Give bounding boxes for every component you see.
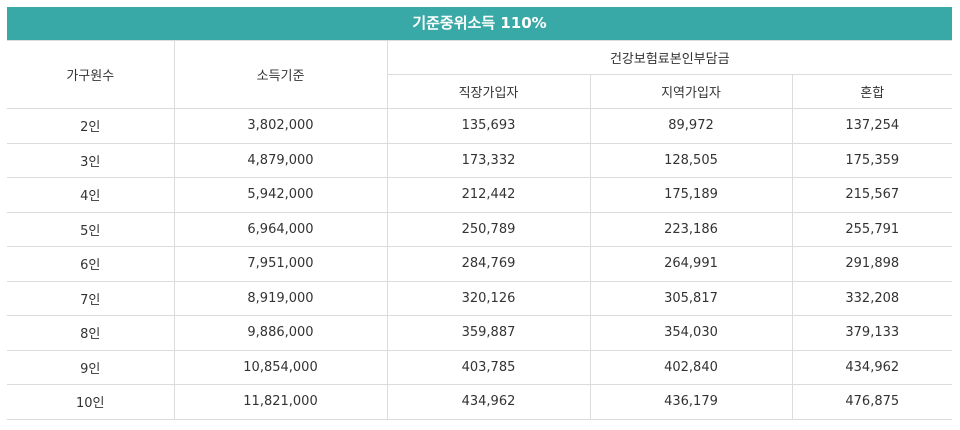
cell-household: 2인 xyxy=(7,108,175,144)
table-row: 9인 10,854,000 403,785 402,840 434,962 xyxy=(7,349,953,385)
cell-household: 9인 xyxy=(7,349,175,385)
cell-household: 3인 xyxy=(7,142,175,178)
income-table-container: 기준중위소득 110% 가구원수 소득기준 건강보험료본인부담금 직장가입자 지… xyxy=(7,7,953,420)
cell-workplace: 359,887 xyxy=(386,315,591,351)
cell-household: 5인 xyxy=(7,211,175,247)
header-premium-group: 건강보험료본인부담금 xyxy=(386,40,953,75)
table-row: 10인 11,821,000 434,962 436,179 476,875 xyxy=(7,384,953,420)
income-premium-table: 가구원수 소득기준 건강보험료본인부담금 직장가입자 지역가입자 혼합 2인 3… xyxy=(7,40,953,420)
cell-mixed: 175,359 xyxy=(791,142,953,178)
header-regional: 지역가입자 xyxy=(589,74,793,109)
table-row: 2인 3,802,000 135,693 89,972 137,254 xyxy=(7,108,953,144)
table-row: 3인 4,879,000 173,332 128,505 175,359 xyxy=(7,142,953,178)
cell-workplace: 403,785 xyxy=(386,349,591,385)
cell-mixed: 291,898 xyxy=(791,246,953,282)
cell-household: 10인 xyxy=(7,384,175,420)
cell-workplace: 173,332 xyxy=(386,142,591,178)
cell-household: 8인 xyxy=(7,315,175,351)
cell-workplace: 212,442 xyxy=(386,177,591,213)
cell-regional: 305,817 xyxy=(589,280,793,316)
header-household: 가구원수 xyxy=(7,40,175,109)
table-body: 2인 3,802,000 135,693 89,972 137,254 3인 4… xyxy=(7,108,953,420)
table-row: 5인 6,964,000 250,789 223,186 255,791 xyxy=(7,211,953,247)
header-mixed: 혼합 xyxy=(791,74,953,109)
cell-mixed: 215,567 xyxy=(791,177,953,213)
cell-income: 6,964,000 xyxy=(173,211,388,247)
cell-regional: 354,030 xyxy=(589,315,793,351)
cell-mixed: 379,133 xyxy=(791,315,953,351)
cell-workplace: 434,962 xyxy=(386,384,591,420)
cell-regional: 264,991 xyxy=(589,246,793,282)
header-workplace: 직장가입자 xyxy=(387,74,591,109)
cell-regional: 402,840 xyxy=(589,349,793,385)
cell-workplace: 250,789 xyxy=(386,211,591,247)
cell-mixed: 476,875 xyxy=(791,384,953,420)
cell-mixed: 137,254 xyxy=(791,108,953,144)
cell-income: 7,951,000 xyxy=(173,246,388,282)
cell-mixed: 434,962 xyxy=(791,349,953,385)
header-income: 소득기준 xyxy=(173,40,388,109)
cell-regional: 175,189 xyxy=(589,177,793,213)
cell-regional: 128,505 xyxy=(589,142,793,178)
cell-mixed: 255,791 xyxy=(791,211,953,247)
cell-regional: 223,186 xyxy=(589,211,793,247)
cell-income: 11,821,000 xyxy=(173,384,388,420)
cell-income: 3,802,000 xyxy=(173,108,388,144)
cell-workplace: 320,126 xyxy=(386,280,591,316)
cell-household: 6인 xyxy=(7,246,175,282)
cell-income: 8,919,000 xyxy=(173,280,388,316)
cell-regional: 89,972 xyxy=(589,108,793,144)
cell-income: 10,854,000 xyxy=(173,349,388,385)
cell-household: 4인 xyxy=(7,177,175,213)
cell-household: 7인 xyxy=(7,280,175,316)
cell-regional: 436,179 xyxy=(589,384,793,420)
cell-workplace: 135,693 xyxy=(386,108,591,144)
table-title: 기준중위소득 110% xyxy=(7,7,952,40)
cell-workplace: 284,769 xyxy=(386,246,591,282)
cell-income: 9,886,000 xyxy=(173,315,388,351)
table-row: 4인 5,942,000 212,442 175,189 215,567 xyxy=(7,177,953,213)
table-row: 7인 8,919,000 320,126 305,817 332,208 xyxy=(7,280,953,316)
table-row: 8인 9,886,000 359,887 354,030 379,133 xyxy=(7,315,953,351)
table-header: 가구원수 소득기준 건강보험료본인부담금 직장가입자 지역가입자 혼합 xyxy=(7,40,953,109)
table-row: 6인 7,951,000 284,769 264,991 291,898 xyxy=(7,246,953,282)
cell-income: 4,879,000 xyxy=(173,142,388,178)
cell-income: 5,942,000 xyxy=(173,177,388,213)
cell-mixed: 332,208 xyxy=(791,280,953,316)
